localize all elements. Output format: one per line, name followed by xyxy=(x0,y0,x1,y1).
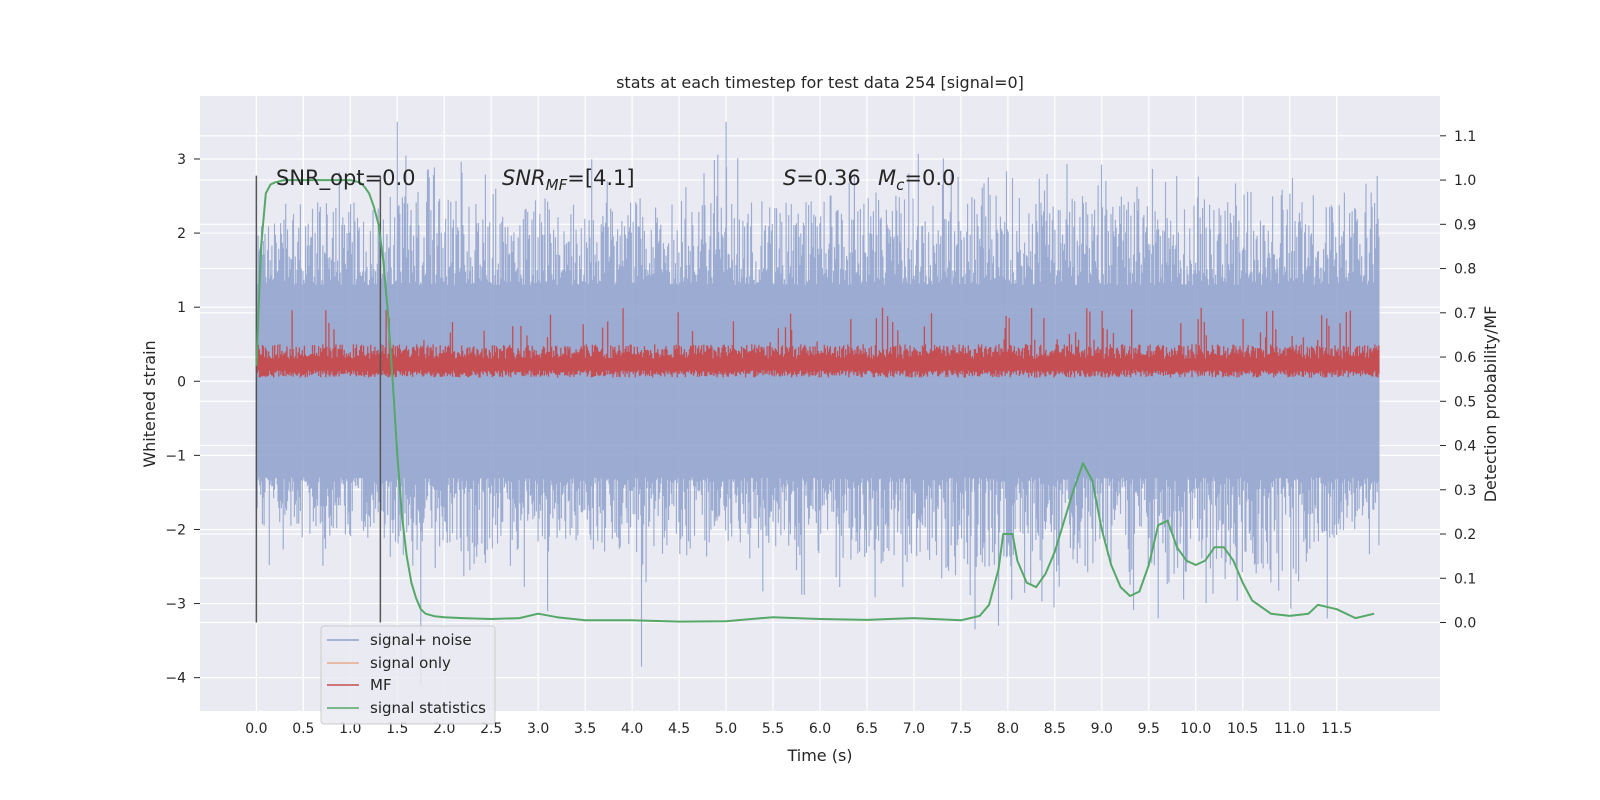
x-axis-ticks: 0.0 0.5 1.0 1.5 2.0 2.5 3.0 3.5 4.0 4.5 5.0 5.5 6.0 6… xyxy=(245,721,1352,737)
y-tick-label: −3 xyxy=(165,597,186,613)
y-right-tick-label: 0.1 xyxy=(1454,571,1476,587)
y-right-tick-label: 0.0 xyxy=(1454,616,1476,632)
series-signal-statistics xyxy=(255,179,1375,623)
annotation-snr-mf-label: SNR xyxy=(502,166,546,190)
chart-title: stats at each timestep for test data 254… xyxy=(616,73,1024,92)
y-right-tick-label: 1.1 xyxy=(1454,129,1476,145)
y-right-tick-label: 0.6 xyxy=(1454,350,1476,366)
y-tick-label: 2 xyxy=(177,226,186,242)
y-tick-label: −1 xyxy=(165,448,186,464)
y-right-tick-label: 0.4 xyxy=(1454,439,1476,455)
vertical-markers xyxy=(255,175,382,623)
signal-statistics-line xyxy=(255,179,1375,623)
y-right-tick-label: 0.7 xyxy=(1454,306,1476,322)
x-tick-label: 4.0 xyxy=(621,721,643,737)
y-axis-label: Whitened strain xyxy=(140,340,159,467)
x-tick-label: 9.0 xyxy=(1091,721,1113,737)
y-right-tick-label: 0.8 xyxy=(1454,262,1476,278)
y-tick-label: −2 xyxy=(165,522,186,538)
annotation-mc-value: =0.0 xyxy=(904,166,955,190)
y-tick-label: 0 xyxy=(177,374,186,390)
y-axis-right-label: Detection probability/MF xyxy=(1481,306,1500,503)
x-tick-label: 7.5 xyxy=(950,721,972,737)
x-tick-label: 11.5 xyxy=(1321,721,1352,737)
legend-label-mf: MF xyxy=(370,676,392,694)
y-right-tick-label: 0.3 xyxy=(1454,483,1476,499)
y-tick-label: 3 xyxy=(177,152,186,168)
annotation-snr-mf-subscript: MF xyxy=(546,176,568,194)
x-tick-label: 6.0 xyxy=(809,721,831,737)
x-axis-label: Time (s) xyxy=(786,746,852,765)
x-tick-label: 1.5 xyxy=(386,721,408,737)
annotation-mc: Mc=0.0 xyxy=(878,166,955,194)
legend: signal+ noise signal only MF signal stat… xyxy=(320,625,496,725)
x-tick-label: 2.0 xyxy=(433,721,455,737)
legend-label-signal-statistics: signal statistics xyxy=(370,699,486,717)
x-tick-label: 3.0 xyxy=(527,721,549,737)
x-tick-label: 5.0 xyxy=(715,721,737,737)
annotation-snr-opt: SNR_opt=0.0 xyxy=(276,166,416,191)
y-right-tick-label: 0.9 xyxy=(1454,217,1476,233)
x-tick-label: 4.5 xyxy=(668,721,690,737)
y-right-tick-label: 0.2 xyxy=(1454,527,1476,543)
y-axis-right-ticks: 1.1 1.0 0.9 0.8 0.7 0.6 0.5 0.4 0.3 0.2 0.1 0.0 xyxy=(1440,129,1476,632)
x-tick-label: 0.5 xyxy=(292,721,314,737)
x-tick-label: 8.0 xyxy=(997,721,1019,737)
x-tick-label: 10.0 xyxy=(1180,721,1211,737)
annotation-s-value: =0.36 xyxy=(796,166,860,190)
x-tick-label: 2.5 xyxy=(480,721,502,737)
annotation-s: S=0.36 xyxy=(783,166,861,190)
y-right-tick-label: 0.5 xyxy=(1454,394,1476,410)
legend-label-signal-only: signal only xyxy=(370,654,451,672)
x-tick-label: 1.0 xyxy=(339,721,361,737)
legend-label-signal-noise: signal+ noise xyxy=(370,631,472,649)
x-tick-label: 0.0 xyxy=(245,721,267,737)
annotation-mc-subscript: c xyxy=(896,176,905,194)
annotation-snr-mf-value: =[4.1] xyxy=(567,166,634,190)
annotation-mc-label: M xyxy=(878,166,896,190)
annotation-s-label: S xyxy=(783,166,796,190)
x-tick-label: 3.5 xyxy=(574,721,596,737)
x-tick-label: 11.0 xyxy=(1274,721,1305,737)
x-tick-label: 10.5 xyxy=(1227,721,1258,737)
x-tick-label: 5.5 xyxy=(762,721,784,737)
x-tick-label: 7.0 xyxy=(903,721,925,737)
annotation-snr-mf: SNRMF=[4.1] xyxy=(502,166,635,194)
y-tick-label: −4 xyxy=(165,671,186,687)
legend-box xyxy=(320,625,496,725)
x-tick-label: 8.5 xyxy=(1044,721,1066,737)
x-tick-label: 6.5 xyxy=(856,721,878,737)
y-right-tick-label: 1.0 xyxy=(1454,173,1476,189)
y-tick-label: 1 xyxy=(177,300,186,316)
y-axis-ticks: 3 2 1 0 −1 −2 −3 −4 xyxy=(165,152,200,687)
x-tick-label: 9.5 xyxy=(1138,721,1160,737)
